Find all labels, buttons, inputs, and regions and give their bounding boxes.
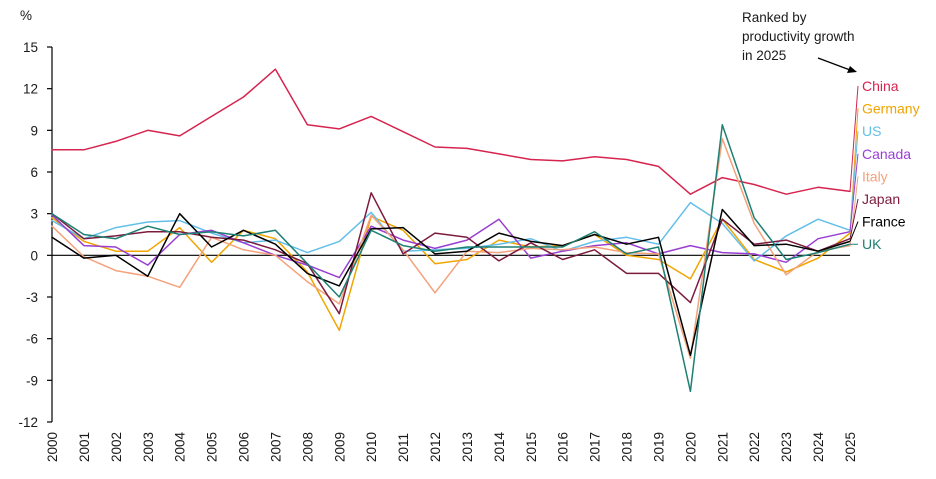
x-tick-label: 2019 bbox=[651, 432, 666, 462]
series-line-china bbox=[52, 69, 850, 194]
y-tick-label: 12 bbox=[23, 82, 38, 97]
series-group bbox=[52, 69, 850, 391]
x-tick-label: 2025 bbox=[843, 432, 858, 462]
x-tick-label: 2005 bbox=[205, 432, 220, 462]
y-tick-label: -6 bbox=[26, 332, 38, 347]
x-tick-label: 2001 bbox=[77, 432, 92, 462]
x-tick-label: 2023 bbox=[779, 432, 794, 462]
x-tick-label: 2015 bbox=[524, 432, 539, 462]
x-tick-label: 2003 bbox=[141, 432, 156, 462]
x-tick-label: 2021 bbox=[715, 432, 730, 462]
y-tick-label: 6 bbox=[30, 165, 38, 180]
x-tick-label: 2010 bbox=[364, 432, 379, 462]
y-tick-label: -12 bbox=[18, 415, 38, 430]
legend-label-canada: Canada bbox=[862, 146, 911, 162]
y-tick-label: -3 bbox=[26, 290, 38, 305]
y-tick-label: 15 bbox=[23, 40, 38, 55]
ranking-annotation: Ranked by productivity growth in 2025 bbox=[742, 10, 857, 73]
x-tick-label: 2011 bbox=[396, 433, 411, 462]
x-tick-label: 2012 bbox=[428, 432, 443, 462]
x-tick-label: 2018 bbox=[620, 432, 635, 462]
legend-label-us: US bbox=[862, 123, 881, 139]
x-axis-ticks: 2000 2001 2002 2003 2004 2005 2006 2007 2008 2009… bbox=[45, 431, 858, 462]
legend-connectors bbox=[850, 86, 858, 246]
x-tick-label: 2006 bbox=[237, 432, 252, 462]
x-tick-label: 2000 bbox=[45, 432, 60, 462]
legend-label-france: France bbox=[862, 214, 906, 230]
legend-label-china: China bbox=[862, 78, 899, 94]
x-tick-label: 2020 bbox=[683, 432, 698, 462]
x-tick-label: 2014 bbox=[492, 431, 507, 462]
x-tick-label: 2022 bbox=[747, 432, 762, 462]
legend-label-germany: Germany bbox=[862, 101, 920, 117]
x-tick-label: 2024 bbox=[811, 431, 826, 462]
annotation-line-2: productivity growth bbox=[742, 29, 855, 44]
series-line-canada bbox=[52, 215, 850, 278]
y-tick-label: 9 bbox=[30, 123, 38, 138]
annotation-line-1: Ranked by bbox=[742, 10, 807, 25]
annotation-arrow bbox=[818, 58, 850, 70]
y-axis-ticks: -12 -9 -6 -3 0 3 6 9 12 15 bbox=[18, 40, 52, 430]
series-line-uk bbox=[52, 125, 850, 392]
legend-label-japan: Japan bbox=[862, 191, 900, 207]
x-tick-label: 2004 bbox=[173, 431, 188, 462]
x-tick-label: 2008 bbox=[300, 432, 315, 462]
y-tick-label: -9 bbox=[26, 373, 38, 388]
y-tick-label: 3 bbox=[30, 207, 38, 222]
x-tick-label: 2017 bbox=[588, 432, 603, 462]
x-tick-label: 2013 bbox=[460, 432, 475, 462]
annotation-arrow-head bbox=[847, 66, 857, 73]
legend-label-uk: UK bbox=[862, 236, 882, 252]
x-tick-label: 2016 bbox=[556, 432, 571, 462]
legend: China Germany US Canada Italy Japan France UK bbox=[862, 78, 920, 252]
annotation-line-3: in 2025 bbox=[742, 48, 786, 63]
x-tick-label: 2007 bbox=[268, 432, 283, 462]
x-tick-label: 2009 bbox=[332, 432, 347, 462]
y-axis-unit-label: % bbox=[20, 8, 32, 23]
y-tick-label: 0 bbox=[30, 248, 38, 263]
x-tick-label: 2002 bbox=[109, 432, 124, 462]
legend-label-italy: Italy bbox=[862, 168, 888, 184]
